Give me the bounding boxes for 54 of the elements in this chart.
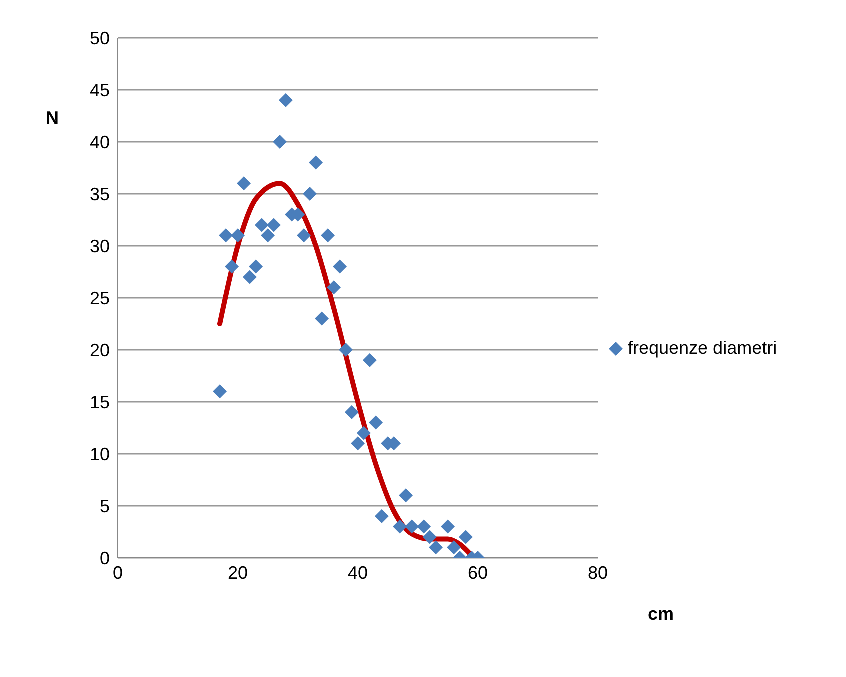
point bbox=[225, 260, 239, 274]
y-tick-label: 45 bbox=[90, 80, 110, 100]
x-axis-title: cm bbox=[648, 604, 674, 625]
point bbox=[357, 426, 371, 440]
point bbox=[219, 228, 233, 243]
point bbox=[273, 135, 287, 149]
point bbox=[369, 416, 383, 430]
point bbox=[429, 540, 443, 555]
point bbox=[213, 384, 227, 399]
y-tick-label: 20 bbox=[90, 340, 110, 360]
y-tick-label: 35 bbox=[90, 184, 110, 204]
point bbox=[279, 93, 293, 108]
point bbox=[399, 488, 413, 503]
x-tick-label: 80 bbox=[588, 562, 608, 583]
point bbox=[315, 312, 329, 326]
point bbox=[321, 228, 335, 243]
point bbox=[375, 509, 389, 524]
point bbox=[309, 156, 323, 170]
point bbox=[249, 260, 263, 274]
point bbox=[243, 270, 257, 284]
point bbox=[303, 187, 317, 201]
x-tick-label: 0 bbox=[112, 562, 124, 583]
point bbox=[255, 218, 269, 232]
point bbox=[423, 530, 437, 544]
y-axis-title: N bbox=[46, 108, 59, 129]
point bbox=[459, 530, 473, 544]
x-tick-label: 60 bbox=[468, 562, 488, 583]
point bbox=[297, 228, 311, 243]
point bbox=[447, 540, 461, 555]
point bbox=[351, 436, 365, 451]
y-tick-label: 15 bbox=[90, 392, 110, 412]
point bbox=[339, 343, 353, 357]
point bbox=[327, 280, 341, 295]
point bbox=[363, 353, 377, 368]
point bbox=[267, 218, 281, 232]
point bbox=[405, 520, 419, 534]
y-tick-label: 5 bbox=[100, 496, 110, 516]
y-tick-label: 25 bbox=[90, 288, 110, 308]
point bbox=[231, 228, 245, 243]
y-tick-label: 40 bbox=[90, 132, 110, 152]
legend-label: frequenze diametri bbox=[628, 338, 778, 359]
y-tick-label: 50 bbox=[90, 28, 110, 48]
point bbox=[441, 520, 455, 534]
point bbox=[237, 176, 251, 191]
y-tick-label: 30 bbox=[90, 236, 110, 256]
y-tick-label: 10 bbox=[90, 444, 110, 464]
y-tick-label: 0 bbox=[100, 548, 110, 568]
point bbox=[417, 520, 431, 534]
point bbox=[333, 260, 347, 274]
point bbox=[345, 405, 359, 420]
x-tick-label: 40 bbox=[348, 562, 368, 583]
x-tick-label: 20 bbox=[228, 562, 248, 583]
point bbox=[261, 228, 275, 243]
point bbox=[393, 520, 407, 534]
